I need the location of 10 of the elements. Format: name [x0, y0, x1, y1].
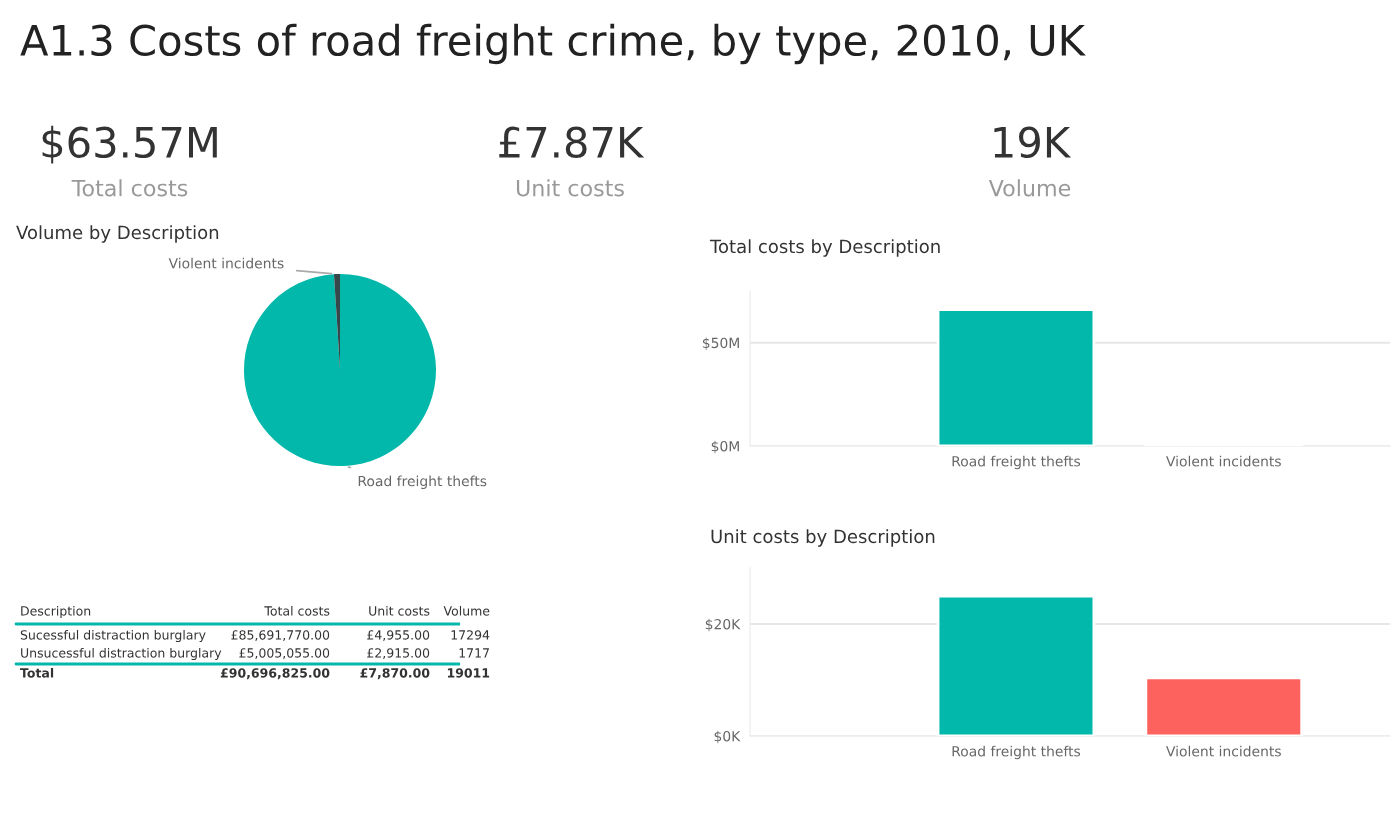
chart-title: Unit costs by Description	[711, 529, 935, 547]
text: A1.3 Costs of road freight crime, by type, 2010, UK	[20, 23, 1086, 65]
text: Volume	[988, 179, 1071, 197]
text: $63.57M	[42, 125, 217, 164]
chart-title: Volume by Description	[16, 225, 219, 243]
chart-title: Total costs by Description	[709, 239, 940, 257]
text: Total costs	[71, 179, 188, 197]
text: 19K	[994, 126, 1072, 159]
text: Unit costs	[516, 179, 624, 197]
text: £7.87K	[499, 126, 645, 159]
